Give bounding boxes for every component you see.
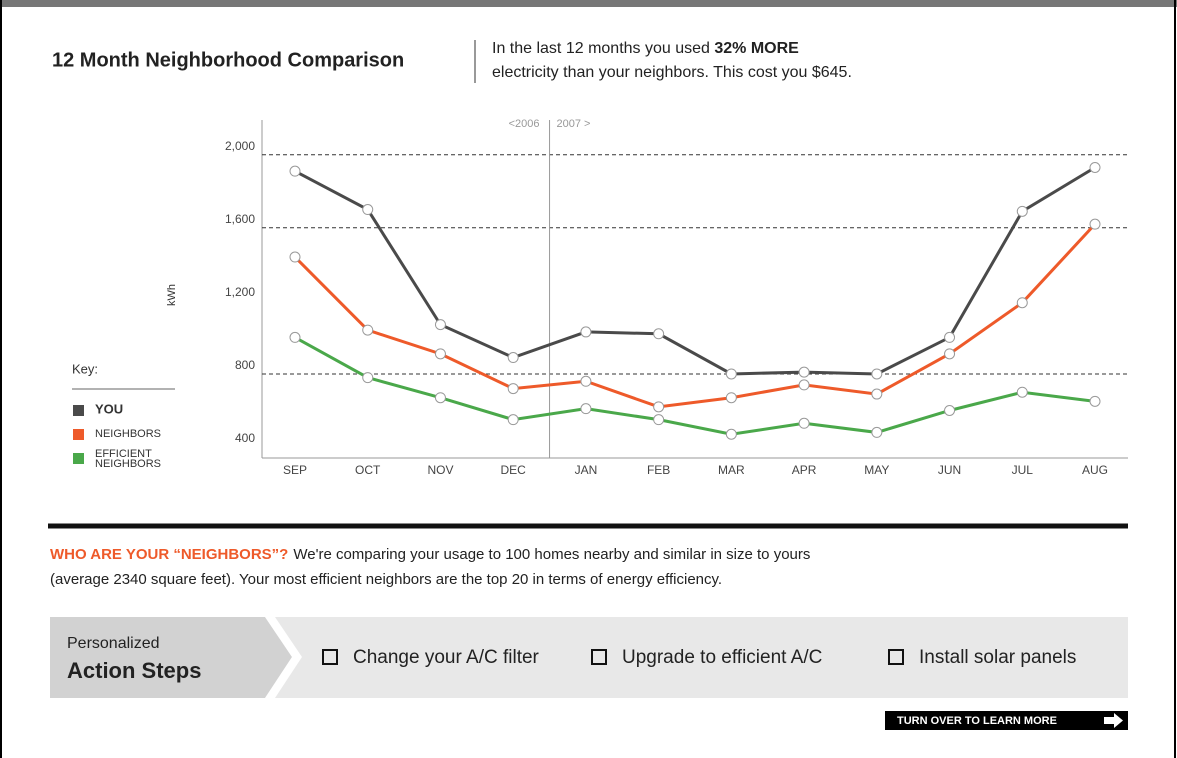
x-tick-label: SEP (283, 463, 307, 477)
action-item: Upgrade to efficient A/C (622, 647, 822, 668)
x-tick-label: APR (792, 463, 817, 477)
data-point (1016, 386, 1028, 398)
data-point (1089, 395, 1101, 407)
action-label-bg (50, 617, 292, 698)
top-bar (0, 0, 1177, 7)
y-tick-label: 800 (235, 358, 255, 372)
legend-label: NEIGHBORS (95, 428, 161, 440)
data-point (507, 383, 519, 395)
data-point (653, 328, 665, 340)
data-point (725, 392, 737, 404)
data-point (289, 165, 301, 177)
data-point (944, 348, 956, 360)
action-label: Action Steps (67, 658, 201, 683)
data-point (871, 368, 883, 380)
chevron (265, 617, 302, 698)
data-point (944, 404, 956, 416)
year-label: 2007 > (557, 118, 591, 130)
x-tick-label: JUL (1012, 463, 1034, 477)
data-point (507, 352, 519, 364)
y-tick-label: 1,600 (225, 212, 255, 226)
x-tick-label: AUG (1082, 463, 1108, 477)
note-text: We're comparing your usage to 100 homes … (293, 546, 810, 563)
summary: In the last 12 months you used 32% MORE (492, 40, 799, 57)
action-item: Change your A/C filter (353, 647, 540, 668)
data-point (653, 414, 665, 426)
summary-bold: 32% MORE (714, 40, 799, 57)
note-line: WHO ARE YOUR “NEIGHBORS”? We're comparing… (50, 546, 810, 563)
x-tick-label: MAY (864, 463, 889, 477)
y-tick-label: 2,000 (225, 139, 255, 153)
data-point (580, 326, 592, 338)
data-point (362, 204, 374, 216)
data-point (1016, 205, 1028, 217)
y-tick-label: 400 (235, 431, 255, 445)
year-label: <2006 (509, 118, 540, 130)
chart: 400 800 1,200 1,600 2,000 kWh <2006 2007 > SEP OC… (72, 118, 1128, 477)
data-point (434, 392, 446, 404)
x-tick-label: JUN (938, 463, 961, 477)
data-point (434, 348, 446, 360)
data-point (653, 401, 665, 413)
summary-start: In the last 12 months you used (492, 40, 714, 57)
checkbox[interactable] (888, 649, 904, 665)
action-item: Install solar panels (919, 647, 1076, 668)
series-line (294, 166, 1096, 376)
action-label-top: Personalized (67, 635, 160, 652)
checkbox[interactable] (591, 649, 607, 665)
legend-swatch (73, 429, 84, 440)
data-point (1016, 297, 1028, 309)
data-point (1089, 218, 1101, 230)
x-tick-label: FEB (647, 463, 670, 477)
series-line (294, 336, 1096, 436)
note-text: (average 2340 square feet). Your most ef… (50, 571, 722, 588)
action-items: Change your A/C filter Upgrade to efficie… (322, 647, 1076, 668)
data-point (944, 331, 956, 343)
checkbox[interactable] (322, 649, 338, 665)
data-point (798, 379, 810, 391)
x-tick-label: OCT (355, 463, 381, 477)
legend-swatch (73, 405, 84, 416)
arrow-icon (1104, 713, 1123, 728)
data-point (871, 388, 883, 400)
legend-title: Key: (72, 361, 98, 376)
legend-label: YOU (95, 401, 123, 416)
data-point (362, 324, 374, 336)
y-tick-label: 1,200 (225, 285, 255, 299)
data-point (434, 319, 446, 331)
note-heading: WHO ARE YOUR “NEIGHBORS”? (50, 546, 288, 563)
data-point (507, 414, 519, 426)
data-point (871, 426, 883, 438)
legend-swatch (73, 453, 84, 464)
title: 12 Month Neighborhood Comparison (52, 49, 404, 71)
x-tick-label: DEC (501, 463, 527, 477)
data-point (1089, 162, 1101, 174)
data-point (725, 368, 737, 380)
data-point (580, 403, 592, 415)
data-point (580, 375, 592, 387)
series-line (293, 223, 1097, 409)
data-point (289, 251, 301, 263)
data-point (798, 417, 810, 429)
data-point (289, 331, 301, 343)
x-tick-label: MAR (718, 463, 745, 477)
learn-more-button[interactable] (885, 711, 1128, 730)
legend-label: EFFICIENT NEIGHBORS (95, 448, 161, 470)
y-axis-label: kWh (166, 284, 178, 306)
x-tick-label: JAN (575, 463, 598, 477)
learn-more-text[interactable]: TURN OVER TO LEARN MORE (897, 715, 1057, 727)
x-tick-label: NOV (427, 463, 453, 477)
data-point (798, 366, 810, 378)
data-point (362, 372, 374, 384)
data-point (725, 428, 737, 440)
summary-end: electricity than your neighbors. This co… (492, 64, 852, 81)
